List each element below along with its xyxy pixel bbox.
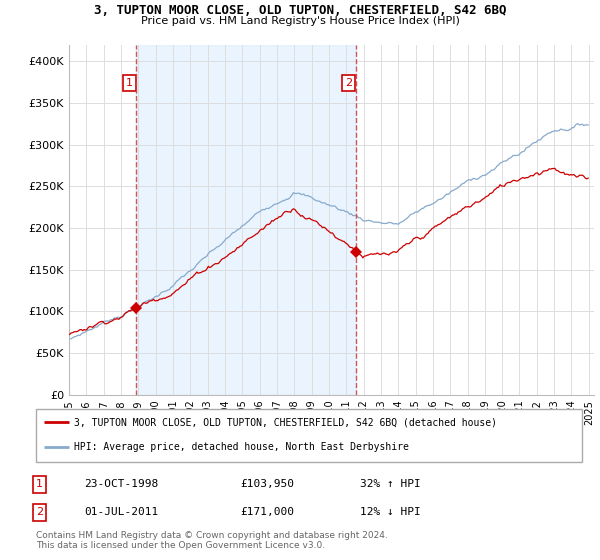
Text: 3, TUPTON MOOR CLOSE, OLD TUPTON, CHESTERFIELD, S42 6BQ: 3, TUPTON MOOR CLOSE, OLD TUPTON, CHESTE…: [94, 4, 506, 17]
Text: Price paid vs. HM Land Registry's House Price Index (HPI): Price paid vs. HM Land Registry's House …: [140, 16, 460, 26]
Text: 23-OCT-1998: 23-OCT-1998: [84, 479, 158, 489]
Text: 1: 1: [126, 78, 133, 88]
Text: 32% ↑ HPI: 32% ↑ HPI: [360, 479, 421, 489]
Text: 12% ↓ HPI: 12% ↓ HPI: [360, 507, 421, 517]
Text: £103,950: £103,950: [240, 479, 294, 489]
FancyBboxPatch shape: [36, 409, 582, 462]
Text: 3, TUPTON MOOR CLOSE, OLD TUPTON, CHESTERFIELD, S42 6BQ (detached house): 3, TUPTON MOOR CLOSE, OLD TUPTON, CHESTE…: [74, 417, 497, 427]
Text: 01-JUL-2011: 01-JUL-2011: [84, 507, 158, 517]
Text: Contains HM Land Registry data © Crown copyright and database right 2024.
This d: Contains HM Land Registry data © Crown c…: [36, 530, 388, 550]
Text: £171,000: £171,000: [240, 507, 294, 517]
Text: 2: 2: [345, 78, 352, 88]
Text: HPI: Average price, detached house, North East Derbyshire: HPI: Average price, detached house, Nort…: [74, 442, 409, 452]
Text: 1: 1: [36, 479, 43, 489]
Text: 2: 2: [36, 507, 43, 517]
